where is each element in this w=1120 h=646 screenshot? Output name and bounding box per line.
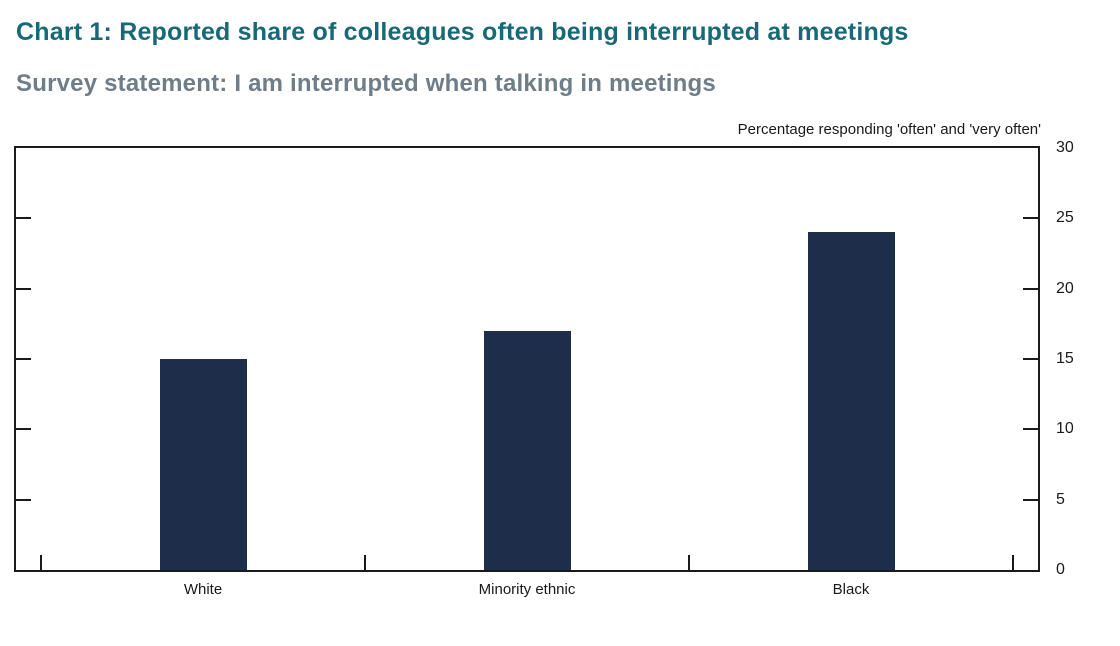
y-axis-tick-label: 10: [1056, 420, 1074, 438]
y-axis-tick-label: 0: [1056, 561, 1065, 578]
y-axis-tick-label: 5: [1056, 490, 1065, 508]
y-tick-mark: [1023, 217, 1038, 220]
bar-white: [159, 359, 247, 570]
y-axis-tick-label: 15: [1056, 350, 1074, 367]
y-axis-tick-label: 20: [1056, 279, 1074, 297]
x-axis-category-label: Minority ethnic: [478, 581, 576, 598]
bar-minority-ethnic: [483, 330, 571, 570]
x-axis-category-label: White: [183, 581, 223, 598]
y-tick-mark: [1023, 358, 1038, 360]
chart-subtitle: Survey statement: I am interrupted when …: [16, 70, 716, 97]
y-tick-mark: [1023, 287, 1038, 290]
y-tick-mark: [16, 498, 31, 501]
y-tick-mark: [16, 217, 31, 220]
x-axis-category-label: Black: [832, 581, 870, 598]
y-tick-mark: [1023, 498, 1038, 501]
y-axis-tick-label: 25: [1056, 209, 1074, 227]
plot-area: [14, 146, 1040, 572]
x-tick-mark: [40, 555, 42, 570]
y-tick-mark: [16, 358, 31, 360]
y-tick-mark: [16, 287, 31, 290]
y-axis-tick-label: 30: [1056, 139, 1074, 156]
x-tick-mark: [364, 555, 366, 570]
bar-black: [807, 232, 895, 570]
y-tick-mark: [16, 428, 31, 431]
x-tick-mark: [688, 555, 690, 570]
y-axis-unit-note: Percentage responding 'often' and 'very …: [737, 121, 1041, 138]
chart-title: Chart 1: Reported share of colleagues of…: [16, 18, 909, 46]
x-tick-mark: [1012, 555, 1014, 570]
y-tick-mark: [1023, 428, 1038, 431]
